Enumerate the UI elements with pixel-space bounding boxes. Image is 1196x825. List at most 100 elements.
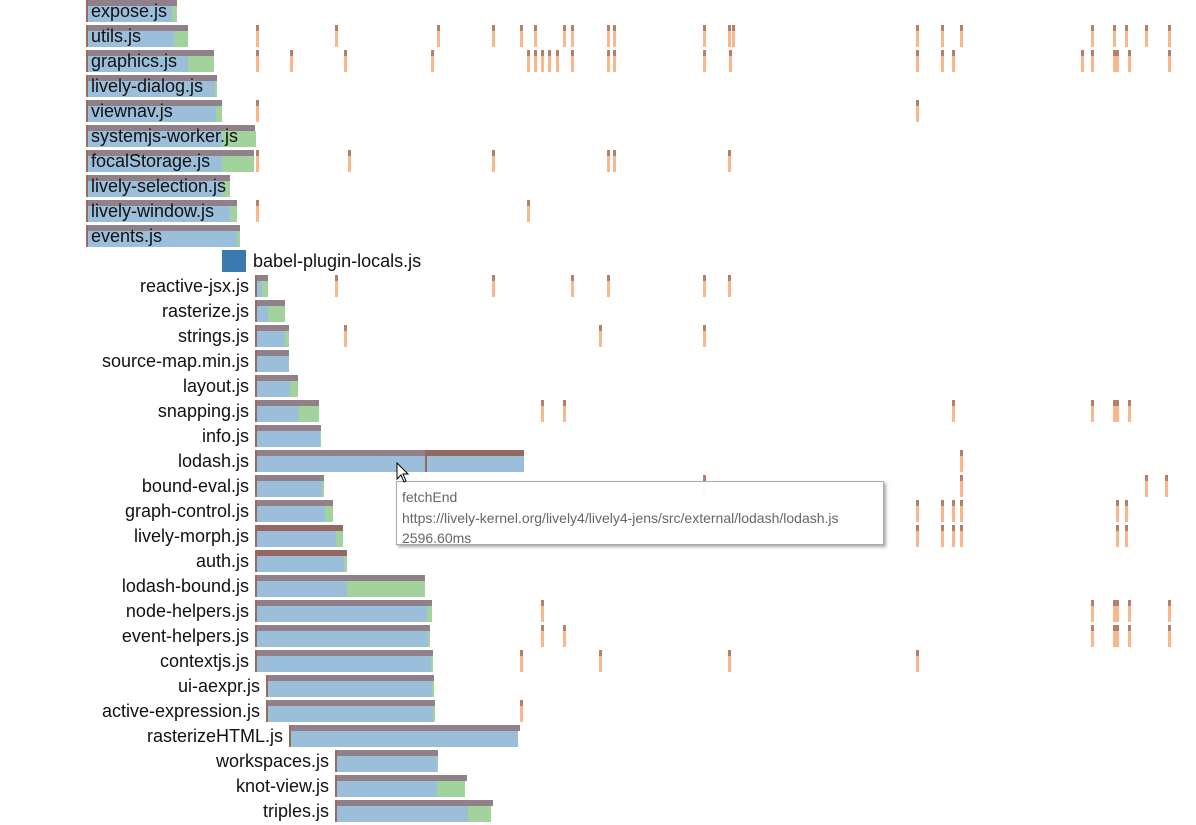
tick-body bbox=[1125, 531, 1128, 547]
event-tick bbox=[960, 525, 963, 547]
module-row[interactable]: systemjs-worker.js bbox=[0, 125, 1196, 150]
module-row[interactable]: babel-plugin-locals.js bbox=[0, 250, 1196, 275]
module-label: node-helpers.js bbox=[125, 601, 249, 621]
tick-head bbox=[1116, 400, 1119, 406]
module-row[interactable]: auth.js bbox=[0, 550, 1196, 575]
tick-body bbox=[556, 56, 559, 72]
fetch-bar bbox=[266, 681, 432, 697]
module-label: graphics.js bbox=[91, 51, 178, 71]
tick-head bbox=[1113, 25, 1116, 31]
module-row[interactable]: strings.js bbox=[0, 325, 1196, 350]
module-row[interactable]: focalStorage.js bbox=[0, 150, 1196, 175]
tick-head bbox=[256, 100, 259, 106]
event-tick bbox=[1145, 25, 1148, 47]
module-row[interactable]: lively-dialog.js bbox=[0, 75, 1196, 100]
tick-body bbox=[960, 506, 963, 522]
tick-head bbox=[703, 50, 706, 56]
event-tick bbox=[916, 525, 919, 547]
tick-body bbox=[1113, 56, 1116, 72]
module-label: utils.js bbox=[91, 26, 142, 46]
module-row[interactable]: reactive-jsx.js bbox=[0, 275, 1196, 300]
module-row[interactable]: viewnav.js bbox=[0, 100, 1196, 125]
module-label: systemjs-worker.js bbox=[91, 126, 239, 146]
fetch-bar bbox=[86, 56, 188, 72]
module-row[interactable]: contextjs.js bbox=[0, 650, 1196, 675]
module-row[interactable]: events.js bbox=[0, 225, 1196, 250]
fetch-bar bbox=[86, 181, 222, 197]
tick-head bbox=[916, 100, 919, 106]
tick-body bbox=[256, 156, 259, 172]
module-row[interactable]: graphics.js bbox=[0, 50, 1196, 75]
event-tick bbox=[520, 650, 523, 672]
tick-head bbox=[1091, 625, 1094, 631]
module-row[interactable]: triples.js bbox=[0, 800, 1196, 825]
tick-head bbox=[599, 325, 602, 331]
tick-body bbox=[534, 56, 537, 72]
event-tick bbox=[1091, 50, 1094, 72]
header-strip bbox=[86, 125, 255, 131]
event-tick bbox=[729, 50, 732, 72]
event-tick bbox=[941, 525, 944, 547]
module-label: source-map.min.js bbox=[101, 351, 249, 371]
module-row[interactable]: ui-aexpr.js bbox=[0, 675, 1196, 700]
event-tick bbox=[492, 25, 495, 47]
module-row[interactable]: lodash-bound.js bbox=[0, 575, 1196, 600]
event-tick bbox=[1113, 600, 1116, 622]
tick-body bbox=[1116, 406, 1119, 422]
module-label: contextjs.js bbox=[159, 651, 249, 671]
event-tick bbox=[613, 50, 616, 72]
module-row[interactable]: workspaces.js bbox=[0, 750, 1196, 775]
module-row[interactable]: utils.js bbox=[0, 25, 1196, 50]
event-tick bbox=[703, 275, 706, 297]
tick-head bbox=[1165, 475, 1168, 481]
header-strip bbox=[335, 775, 467, 781]
bar-edge bbox=[266, 700, 268, 722]
event-tick bbox=[916, 50, 919, 72]
event-tick bbox=[1168, 625, 1171, 647]
module-label: focalStorage.js bbox=[91, 151, 211, 171]
module-row[interactable]: info.js bbox=[0, 425, 1196, 450]
eval-bar bbox=[336, 531, 343, 547]
eval-bar bbox=[172, 6, 177, 22]
module-row[interactable]: active-expression.js bbox=[0, 700, 1196, 725]
module-row[interactable]: rasterizeHTML.js bbox=[0, 725, 1196, 750]
tick-head bbox=[1116, 50, 1119, 56]
tick-body bbox=[1116, 506, 1119, 522]
event-tick bbox=[941, 25, 944, 47]
bar-edge bbox=[255, 400, 257, 422]
event-tick bbox=[728, 150, 731, 172]
module-row[interactable]: graph-control.js bbox=[0, 500, 1196, 525]
eval-bar bbox=[431, 656, 433, 672]
module-row[interactable]: knot-view.js bbox=[0, 775, 1196, 800]
tick-head bbox=[613, 150, 616, 156]
tick-body bbox=[1091, 606, 1094, 622]
tick-body bbox=[1113, 606, 1116, 622]
module-row[interactable]: expose.js bbox=[0, 0, 1196, 25]
module-row[interactable]: event-helpers.js bbox=[0, 625, 1196, 650]
module-row[interactable]: source-map.min.js bbox=[0, 350, 1196, 375]
module-row[interactable]: node-helpers.js bbox=[0, 600, 1196, 625]
eval-bar bbox=[437, 781, 465, 797]
tick-body bbox=[1125, 506, 1128, 522]
bar-edge bbox=[289, 725, 291, 747]
tick-body bbox=[563, 406, 566, 422]
module-row[interactable]: rasterize.js bbox=[0, 300, 1196, 325]
event-tick bbox=[607, 50, 610, 72]
module-row[interactable]: lively-selection.js bbox=[0, 175, 1196, 200]
tick-body bbox=[1116, 56, 1119, 72]
module-row[interactable]: layout.js bbox=[0, 375, 1196, 400]
module-row[interactable]: lively-window.js bbox=[0, 200, 1196, 225]
header-strip bbox=[255, 450, 425, 456]
tick-body bbox=[960, 481, 963, 497]
module-row[interactable]: lively-morph.js bbox=[0, 525, 1196, 550]
header-strip-dark bbox=[255, 550, 347, 556]
tick-body bbox=[916, 531, 919, 547]
eval-bar bbox=[468, 806, 491, 822]
module-row[interactable]: lodash.js bbox=[0, 450, 1196, 475]
fetch-bar bbox=[335, 806, 468, 822]
event-tick bbox=[548, 50, 551, 72]
event-tick bbox=[431, 50, 434, 72]
module-row[interactable]: snapping.js bbox=[0, 400, 1196, 425]
tick-body bbox=[1091, 56, 1094, 72]
bar-edge bbox=[255, 550, 257, 572]
